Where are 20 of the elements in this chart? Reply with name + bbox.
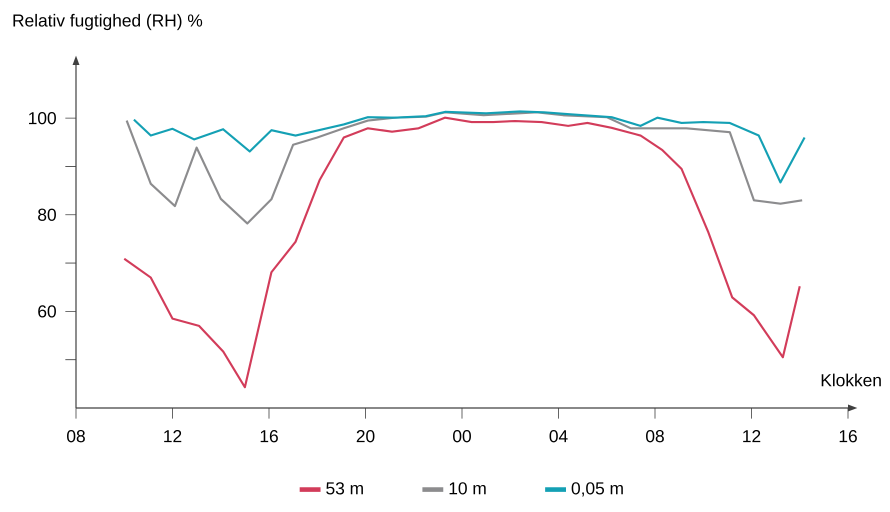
y-tick-label: 60	[38, 305, 56, 318]
x-tick-label: 16	[840, 430, 857, 442]
y-tick-label: 100	[29, 112, 56, 124]
x-tick-label: 08	[646, 430, 664, 442]
line-series	[123, 116, 801, 388]
legend-label: 10 m	[450, 482, 486, 494]
legend-label: 53 m	[326, 482, 363, 494]
line-series	[126, 111, 804, 225]
x-tick-label: 12	[743, 430, 760, 442]
y-tick-label: 80	[38, 208, 56, 221]
x-tick-label: 20	[356, 430, 374, 442]
x-axis-title: Klokken	[822, 374, 881, 386]
x-tick-label: 16	[260, 430, 278, 442]
legend-label: 0,05 m	[572, 482, 623, 497]
y-axis-title: Relativ fugtighed (RH) %	[13, 14, 202, 30]
x-tick-label: 00	[453, 430, 471, 442]
line-series	[132, 110, 806, 184]
x-tick-label: 08	[67, 430, 85, 442]
x-tick-label: 04	[550, 430, 568, 442]
x-tick-label: 12	[164, 430, 182, 442]
